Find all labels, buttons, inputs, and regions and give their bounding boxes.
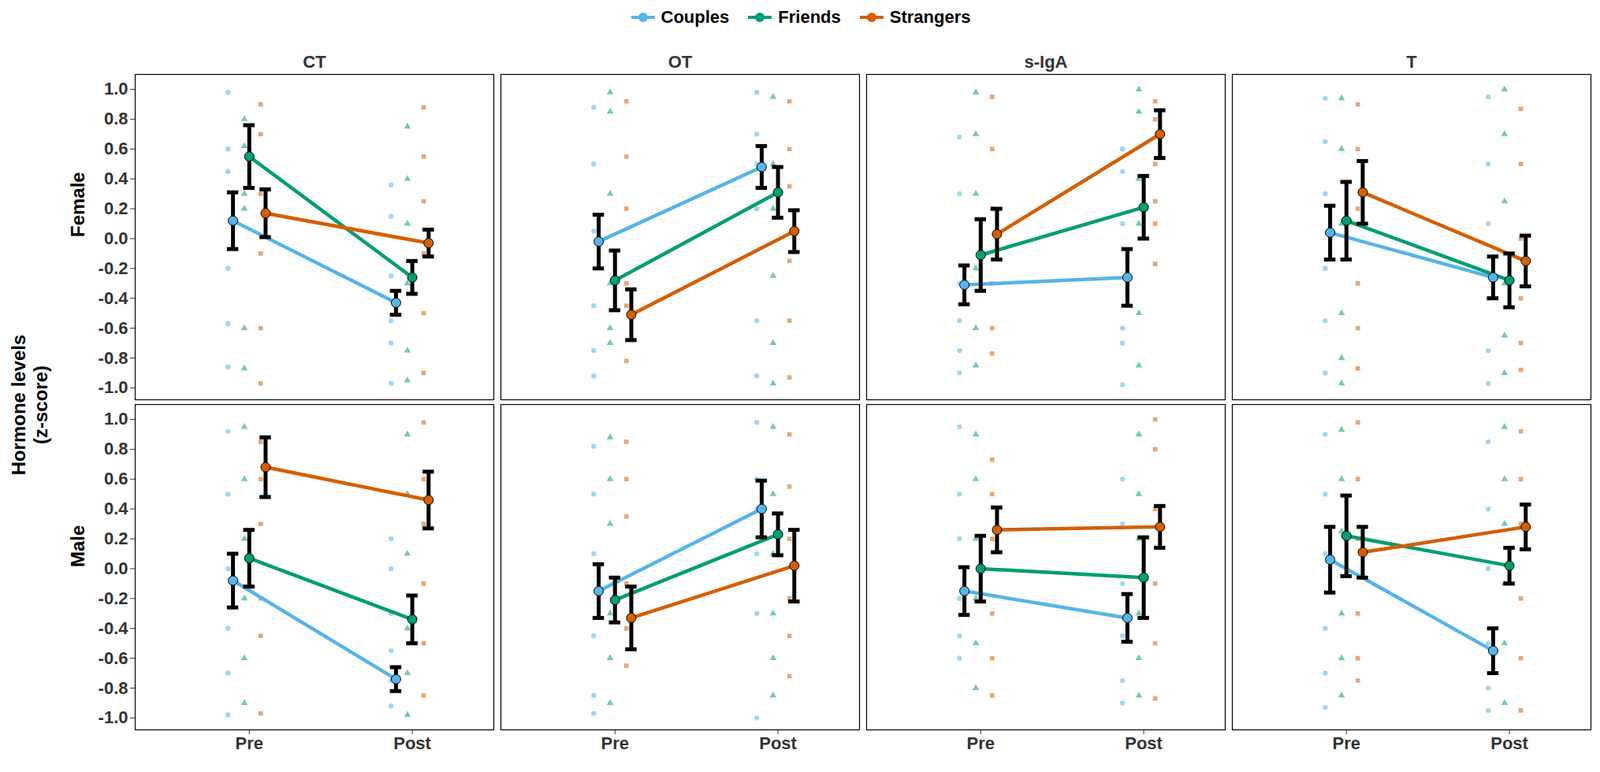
svg-text:T: T <box>1406 52 1418 72</box>
svg-text:Pre: Pre <box>967 733 995 754</box>
svg-text:1.0: 1.0 <box>104 409 129 429</box>
svg-text:OT: OT <box>668 52 693 72</box>
svg-text:Pre: Pre <box>1332 733 1361 754</box>
svg-text:0.0: 0.0 <box>104 558 129 579</box>
svg-text:Post: Post <box>1490 733 1529 754</box>
html-text:Friends: Friends <box>778 7 841 27</box>
svg-text:-0.6: -0.6 <box>98 648 129 669</box>
svg-text:Male: Male <box>66 525 89 568</box>
html-text:Hormone levels (z-score): Hormone levels (z-score) <box>8 334 52 476</box>
html-text:Couples: Couples <box>660 7 730 27</box>
svg-text:-0.8: -0.8 <box>98 347 129 368</box>
svg-text:-0.2: -0.2 <box>98 258 129 279</box>
svg-text:CT: CT <box>302 52 327 72</box>
svg-text:-0.2: -0.2 <box>98 588 129 609</box>
html-text:Strangers: Strangers <box>889 7 971 27</box>
svg-text:-1.0: -1.0 <box>98 377 129 398</box>
svg-text:-0.4: -0.4 <box>98 618 130 639</box>
svg-text:1.0: 1.0 <box>104 78 129 99</box>
svg-text:Female: Female <box>66 171 89 238</box>
svg-text:-0.4: -0.4 <box>98 288 130 309</box>
svg-text:0.8: 0.8 <box>104 108 129 129</box>
svg-text:0.8: 0.8 <box>104 439 129 459</box>
svg-text:s-IgA: s-IgA <box>1024 52 1068 72</box>
svg-text:-1.0: -1.0 <box>98 707 129 728</box>
svg-text:0.2: 0.2 <box>104 198 129 219</box>
svg-text:-0.6: -0.6 <box>98 318 129 339</box>
svg-text:Post: Post <box>393 733 432 754</box>
svg-text:Pre: Pre <box>235 733 264 754</box>
svg-text:0.4: 0.4 <box>104 168 129 189</box>
svg-text:Post: Post <box>759 733 797 754</box>
svg-text:0.4: 0.4 <box>104 498 129 519</box>
svg-text:Pre: Pre <box>601 733 629 754</box>
svg-text:0.0: 0.0 <box>104 228 129 249</box>
svg-text:0.6: 0.6 <box>104 468 129 489</box>
svg-text:0.2: 0.2 <box>104 528 129 549</box>
svg-text:0.6: 0.6 <box>104 138 129 159</box>
svg-text:Post: Post <box>1124 733 1163 754</box>
svg-text:-0.8: -0.8 <box>98 677 129 698</box>
